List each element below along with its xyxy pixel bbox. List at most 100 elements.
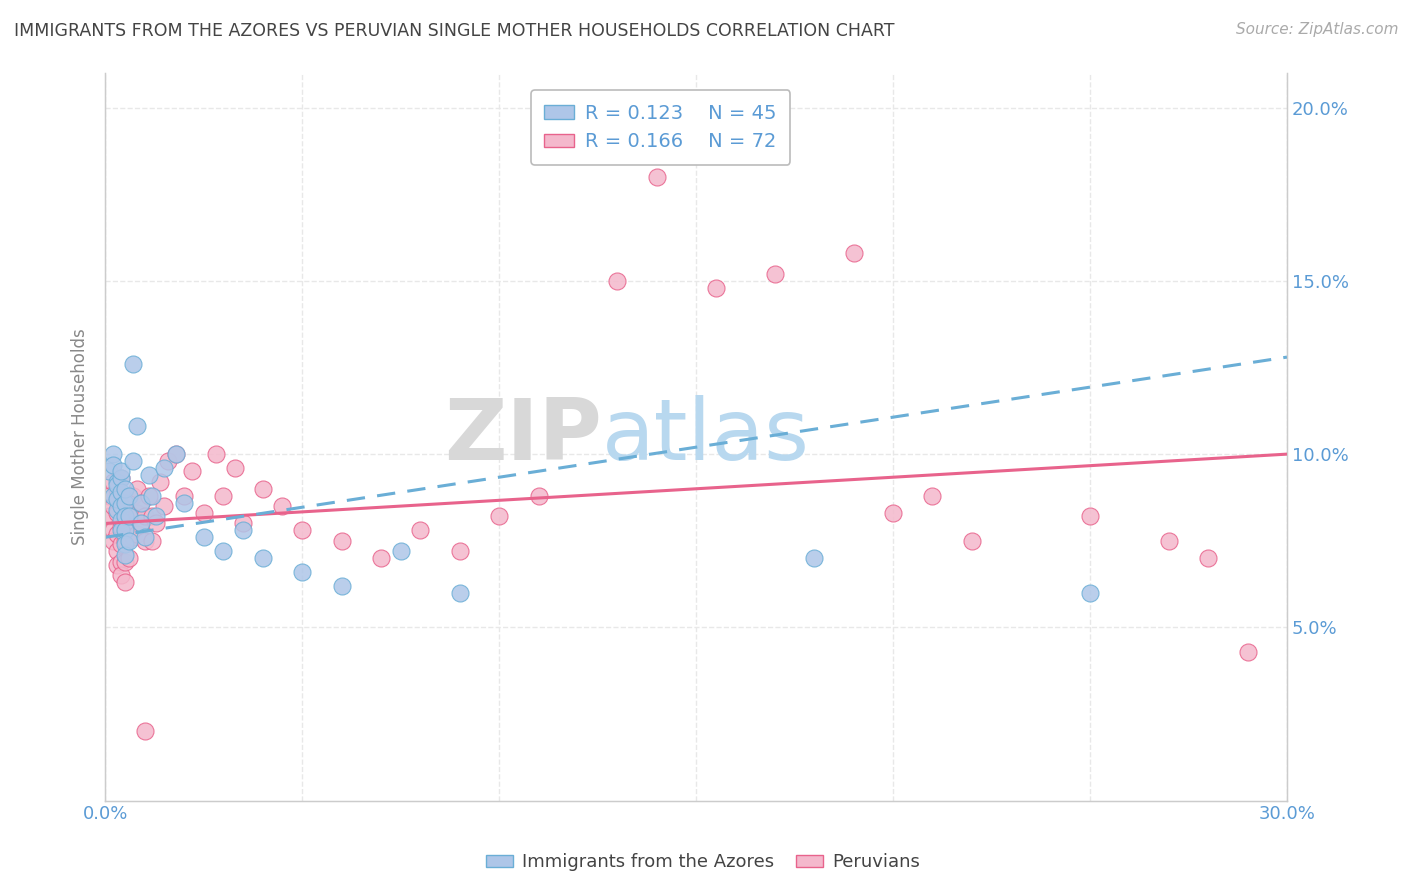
Point (118, 533, 141, 548)
Point (118, 509, 141, 524)
Point (449, 544, 471, 558)
Point (121, 357, 143, 371)
Point (224, 461, 246, 475)
Point (101, 458, 124, 472)
Point (527, 489, 550, 503)
Point (110, 520, 132, 534)
Point (118, 489, 141, 503)
Point (1197, 551, 1219, 566)
Point (149, 475, 172, 489)
Point (173, 495, 195, 509)
Point (110, 513, 132, 527)
Point (165, 447, 187, 461)
Point (488, 509, 510, 524)
Point (330, 579, 353, 593)
Point (114, 533, 136, 548)
Point (105, 475, 128, 489)
Point (125, 419, 148, 434)
Point (129, 495, 152, 509)
Point (110, 471, 132, 485)
Point (141, 509, 163, 524)
Point (114, 495, 136, 509)
Point (157, 454, 180, 468)
Point (145, 509, 167, 524)
Point (105, 492, 128, 507)
Point (389, 544, 412, 558)
Point (252, 551, 274, 566)
Point (110, 537, 132, 551)
Point (153, 461, 176, 475)
Point (232, 524, 254, 538)
Point (370, 551, 392, 566)
Point (121, 454, 143, 468)
Point (180, 465, 202, 479)
Y-axis label: Single Mother Households: Single Mother Households (72, 328, 89, 545)
Point (138, 467, 160, 482)
Point (129, 516, 152, 531)
Point (114, 482, 136, 496)
Point (98, 489, 121, 503)
Point (118, 530, 141, 544)
Point (125, 526, 148, 541)
Point (449, 585, 471, 599)
Point (129, 495, 152, 509)
Text: ZIP: ZIP (444, 395, 602, 478)
Point (114, 509, 136, 524)
Point (110, 485, 132, 500)
Point (193, 506, 215, 520)
Point (110, 471, 132, 485)
Point (212, 544, 235, 558)
Point (204, 447, 226, 461)
Point (173, 489, 195, 503)
Point (409, 524, 432, 538)
Point (105, 544, 128, 558)
Point (114, 537, 136, 551)
Text: Source: ZipAtlas.com: Source: ZipAtlas.com (1236, 22, 1399, 37)
Point (121, 509, 143, 524)
Point (960, 533, 983, 548)
Point (105, 558, 128, 572)
Point (118, 506, 141, 520)
Point (114, 575, 136, 590)
Point (803, 551, 825, 566)
Point (1078, 509, 1101, 524)
Point (165, 447, 187, 461)
Point (114, 516, 136, 531)
Point (110, 524, 132, 538)
Point (291, 524, 314, 538)
Point (134, 533, 156, 548)
Point (114, 548, 136, 562)
Point (101, 447, 124, 461)
Point (114, 495, 136, 509)
Point (110, 568, 132, 582)
Point (1078, 585, 1101, 599)
Point (134, 530, 156, 544)
Point (101, 524, 124, 538)
Point (153, 499, 176, 513)
Point (110, 465, 132, 479)
Point (145, 516, 167, 531)
Point (1236, 645, 1258, 659)
Point (105, 506, 128, 520)
Point (704, 281, 727, 295)
Point (134, 509, 156, 524)
Text: atlas: atlas (602, 395, 810, 478)
Point (141, 533, 163, 548)
Point (114, 524, 136, 538)
Point (193, 530, 215, 544)
Point (98, 465, 121, 479)
Point (129, 516, 152, 531)
Point (252, 482, 274, 496)
Point (921, 489, 943, 503)
Point (101, 499, 124, 513)
Point (118, 551, 141, 566)
Point (141, 489, 163, 503)
Point (842, 246, 865, 260)
Point (105, 482, 128, 496)
Point (291, 565, 314, 579)
Point (134, 724, 156, 739)
Point (105, 478, 128, 492)
Point (98, 509, 121, 524)
Legend: R = 0.123    N = 45, R = 0.166    N = 72: R = 0.123 N = 45, R = 0.166 N = 72 (531, 90, 790, 165)
Point (232, 516, 254, 531)
